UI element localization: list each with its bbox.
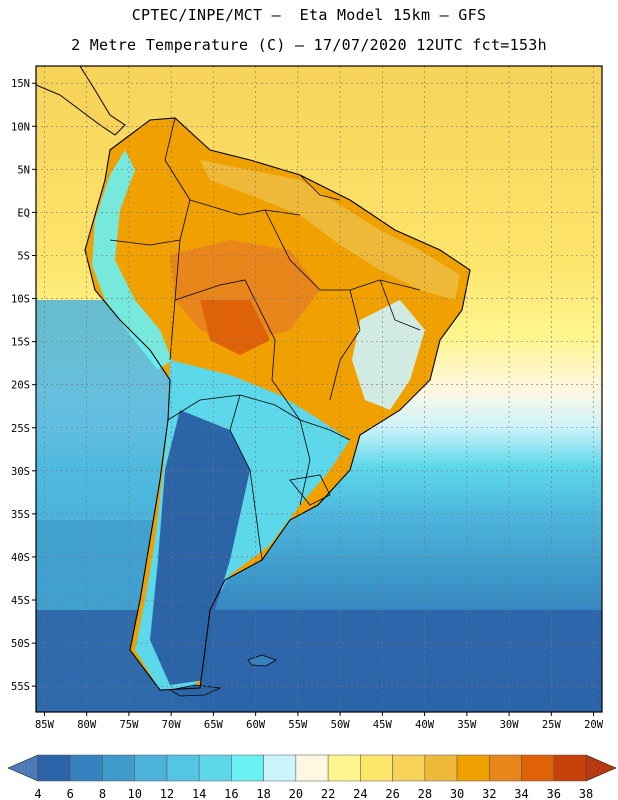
amazon-warm-zone	[200, 160, 460, 300]
lon-tick-label: 35W	[457, 719, 477, 731]
lon-tick-label: 85W	[35, 719, 55, 731]
lat-tick-label: 40S	[11, 552, 30, 564]
colorbar-right-arrow	[585, 754, 617, 782]
colorbar-swatch	[295, 754, 329, 782]
lat-tick-label: 55S	[11, 681, 30, 693]
andes-north-cool-zone	[92, 150, 172, 370]
falkland-islands	[247, 654, 277, 667]
colorbar-swatch	[134, 754, 168, 782]
colorbar-label: 28	[418, 787, 432, 800]
lat-tick-label: 35S	[11, 509, 30, 521]
brazil-highlands-cool-zone	[352, 300, 425, 410]
colorbar-swatch	[392, 754, 426, 782]
lon-tick-label: 50W	[331, 719, 351, 731]
colorbar-swatch	[327, 754, 361, 782]
patagonia-cold-zone	[150, 410, 250, 685]
colorbar-label: 14	[192, 787, 206, 800]
colorbar-swatch	[360, 754, 393, 782]
lon-tick-label: 30W	[500, 719, 520, 731]
colorbar-swatch	[521, 754, 555, 782]
lat-tick-label: 25S	[11, 423, 30, 435]
colorbar-label: 22	[321, 787, 335, 800]
southern-ocean-zone	[36, 610, 602, 712]
lat-tick-label: 30S	[11, 466, 30, 478]
lon-tick-label: 25W	[542, 719, 562, 731]
colorbar-swatch	[553, 754, 587, 782]
colorbar-label: 6	[67, 787, 74, 800]
central-america-landmass	[36, 66, 125, 135]
colorbar-label: 16	[224, 787, 238, 800]
colorbar-label: 18	[256, 787, 270, 800]
lon-tick-label: 65W	[204, 719, 224, 731]
interior-hottest-zone	[200, 300, 270, 355]
colorbar-label: 36	[547, 787, 561, 800]
lat-tick-label: 10N	[11, 121, 30, 133]
lat-tick-label: EQ	[17, 207, 30, 219]
colorbar-label: 24	[353, 787, 367, 800]
lat-tick-label: 45S	[11, 595, 30, 607]
lon-tick-label: 40W	[415, 719, 435, 731]
colorbar-swatch	[102, 754, 135, 782]
colorbar-swatch	[231, 754, 264, 782]
lat-lon-grid	[36, 66, 602, 712]
colorbar-swatch	[198, 754, 232, 782]
colorbar-label: 38	[579, 787, 593, 800]
longitude-axis: 85W 80W 75W 70W 65W 60W 55W 50W 45W 40W 35W 30W 25W 2…	[35, 712, 604, 731]
colorbar-label: 20	[289, 787, 303, 800]
lat-tick-label: 5N	[17, 164, 30, 176]
colorbar-left-arrow	[7, 754, 39, 782]
colorbar-label: 12	[160, 787, 174, 800]
lon-tick-label: 80W	[77, 719, 97, 731]
colorbar-label: 8	[99, 787, 106, 800]
map-subtitle: 2 Metre Temperature (C) – 17/07/2020 12U…	[71, 36, 547, 54]
lon-tick-label: 20W	[584, 719, 604, 731]
lat-tick-label: 5S	[17, 250, 30, 262]
map-frame	[35, 65, 603, 713]
lat-tick-label: 10S	[11, 294, 30, 306]
colorbar-swatch	[456, 754, 490, 782]
colorbar-label: 10	[127, 787, 141, 800]
colorbar-swatch	[166, 754, 200, 782]
colorbar-swatch	[424, 754, 458, 782]
map-title: CPTEC/INPE/MCT – Eta Model 15km – GFS	[131, 6, 487, 24]
colorbar-swatch	[489, 754, 522, 782]
central-america-coastline	[36, 66, 126, 136]
lon-tick-label: 70W	[162, 719, 182, 731]
colorbar-label: 34	[514, 787, 528, 800]
temperature-field	[36, 66, 602, 712]
lon-tick-label: 75W	[119, 719, 139, 731]
colorbar-swatch	[37, 754, 71, 782]
colorbar-label: 26	[385, 787, 399, 800]
lat-tick-label: 20S	[11, 380, 30, 392]
colorbar-swatch	[263, 754, 297, 782]
colorbar-swatch	[69, 754, 103, 782]
colorbar-label: 30	[450, 787, 464, 800]
lat-tick-label: 50S	[11, 638, 30, 650]
lat-tick-label: 15N	[11, 78, 30, 90]
lon-tick-label: 60W	[246, 719, 266, 731]
colorbar-label: 4	[34, 787, 41, 800]
lat-tick-label: 15S	[11, 337, 30, 349]
tierra-del-fuego	[168, 684, 222, 697]
lon-tick-label: 45W	[373, 719, 393, 731]
lon-tick-label: 55W	[288, 719, 308, 731]
colorbar-label: 32	[482, 787, 496, 800]
country-borders	[109, 117, 421, 561]
latitude-axis: 15N 10N 5N EQ 5S 10S 15S 20S 25S 30S 35S 40S 45S 50S 5…	[11, 78, 36, 693]
temperature-colorbar: 4 6 8 10 12 14 16 18 20 22 24 26 28 30 32 34 36 38	[7, 754, 617, 800]
